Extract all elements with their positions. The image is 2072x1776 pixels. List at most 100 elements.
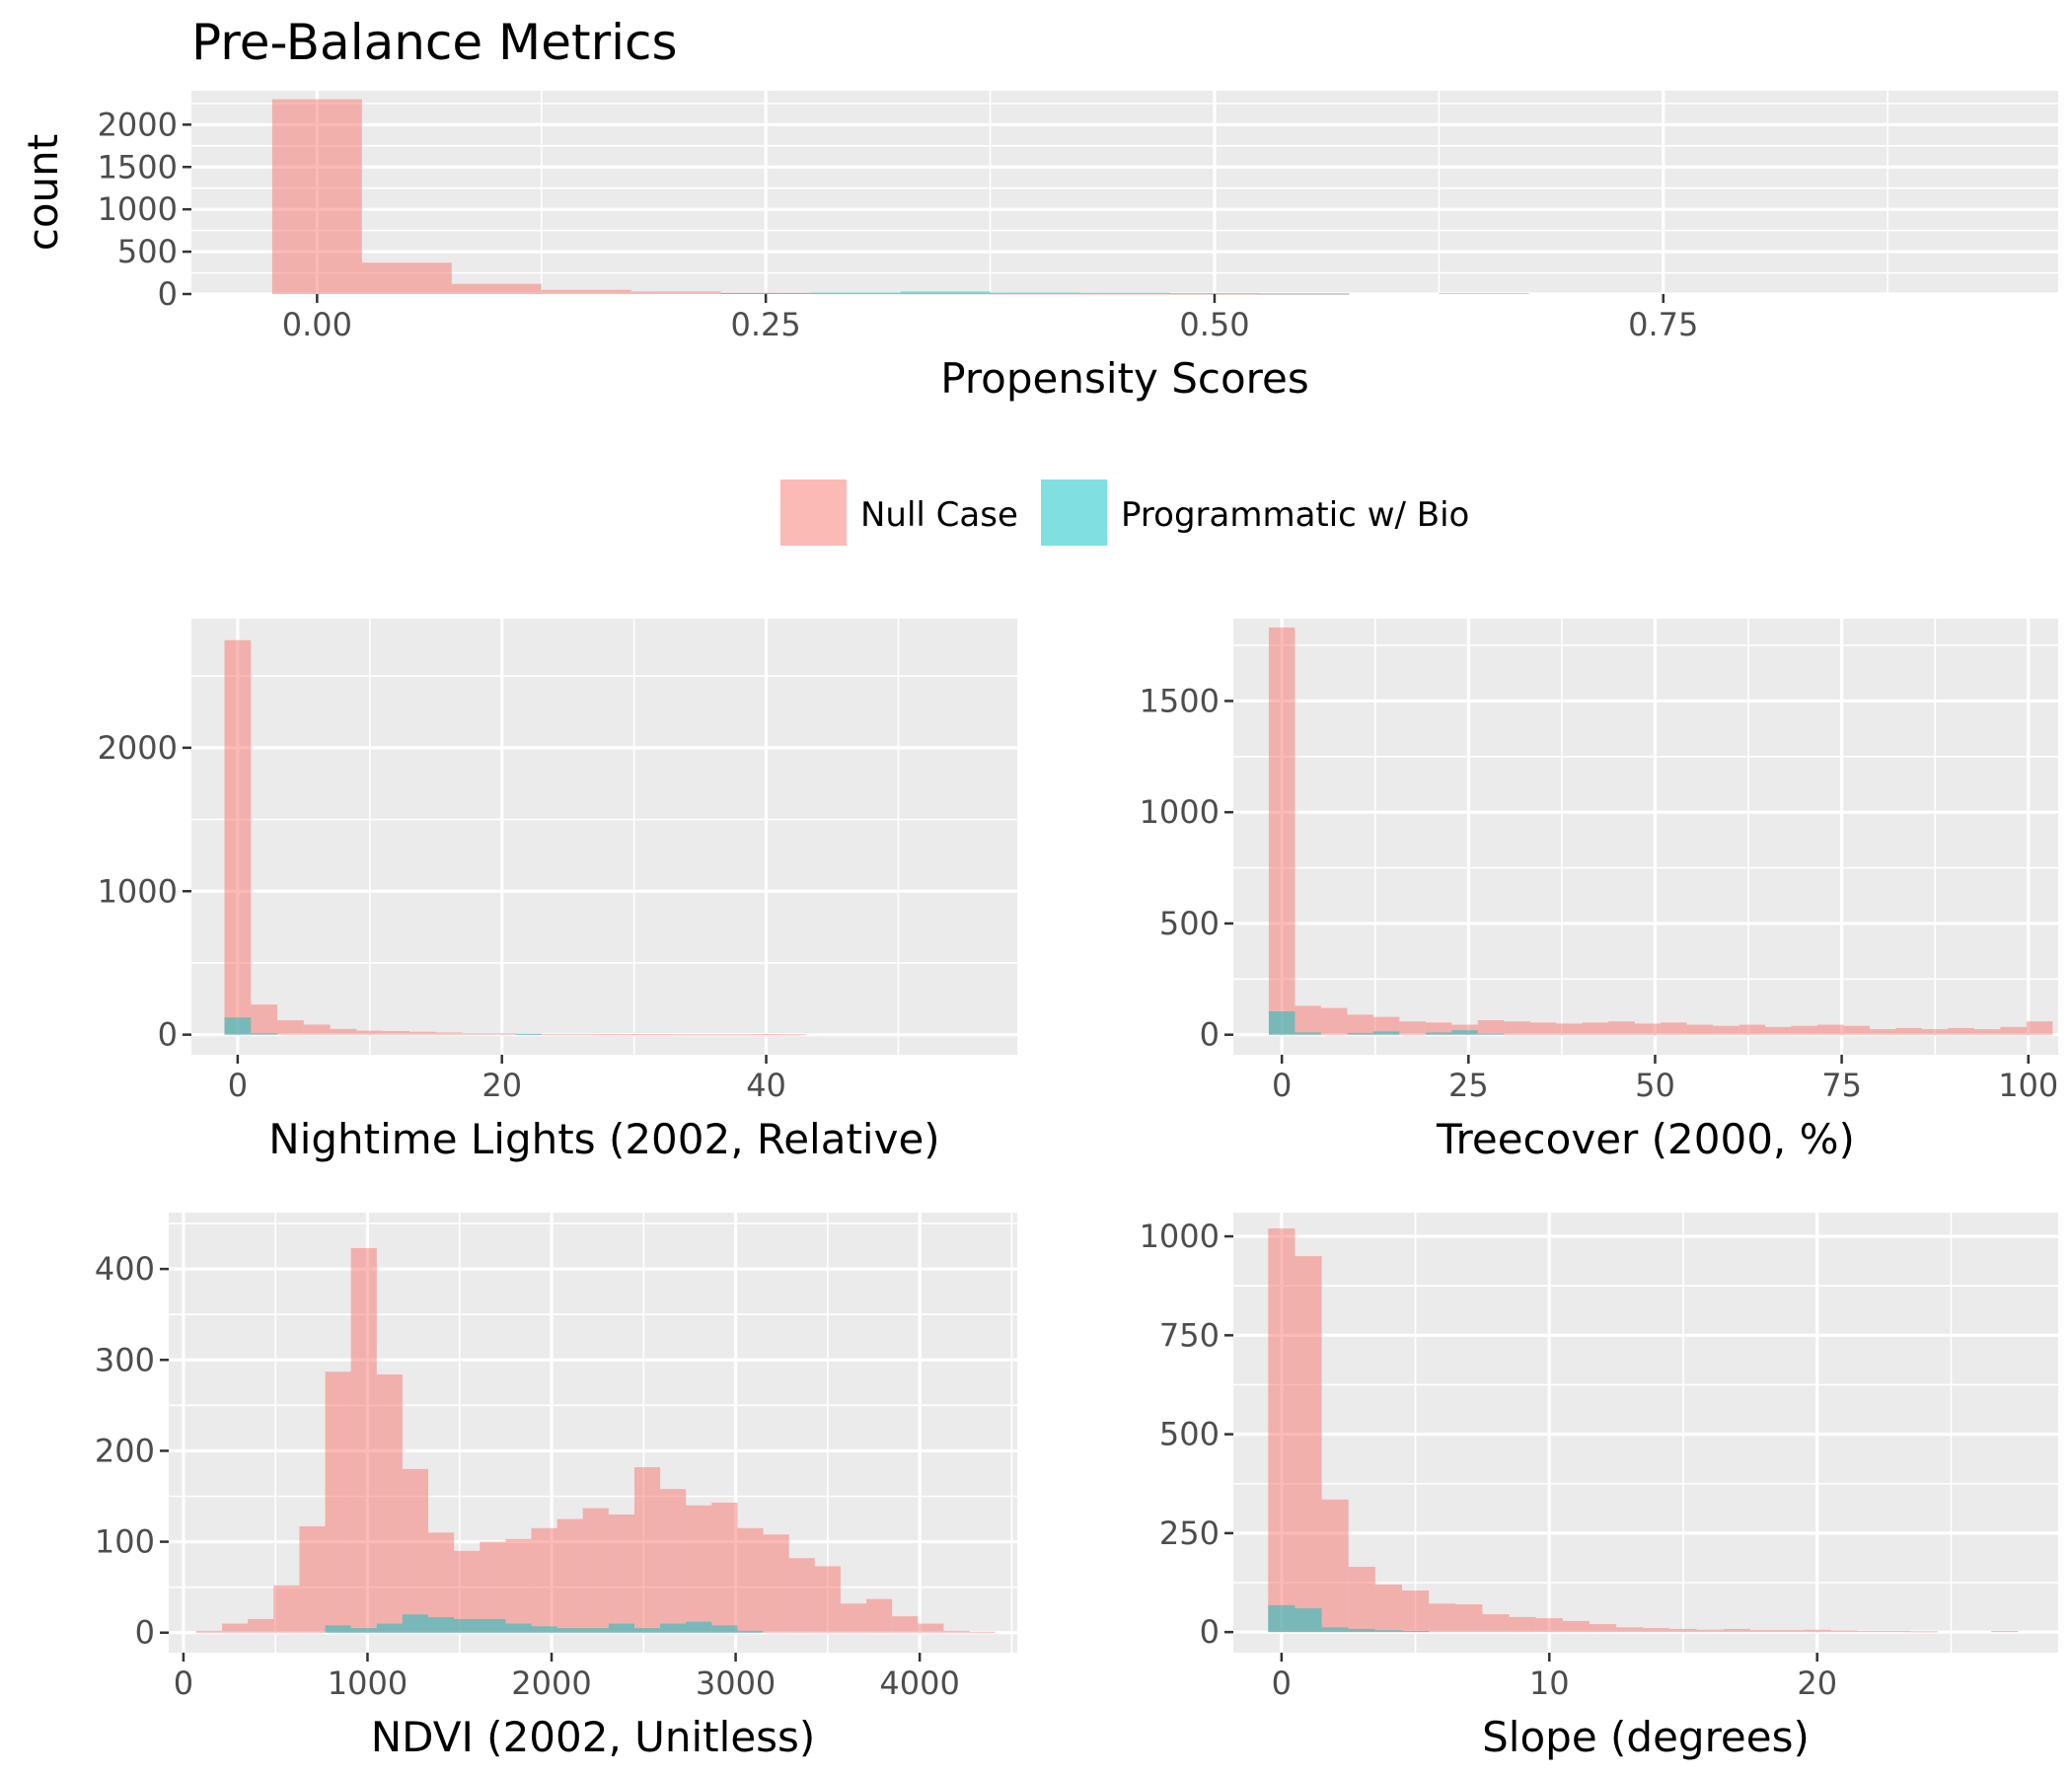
histogram-bar-null-case <box>1857 1630 1885 1633</box>
histogram-bar-null-case <box>1374 1585 1402 1633</box>
histogram-bar-null-case <box>556 1518 583 1633</box>
histogram-bar-null-case <box>918 1623 944 1633</box>
histogram-bar-null-case <box>1482 1614 1510 1633</box>
histogram-bar-null-case <box>1079 293 1170 295</box>
histogram-bar-null-case <box>428 1532 455 1633</box>
histogram-bar-null-case <box>1504 1021 1530 1035</box>
histogram-bar-null-case <box>273 1585 300 1633</box>
histogram-bar-null-case <box>633 1467 661 1633</box>
y-tick-label: 2000 <box>98 729 178 767</box>
histogram-bar-null-case <box>356 1030 384 1035</box>
y-tick-label: 1000 <box>98 190 178 228</box>
histogram-bar-null-case <box>1749 1630 1777 1633</box>
y-axis-title: count <box>19 134 67 252</box>
y-tick-label: 2000 <box>98 106 178 143</box>
histogram-bar-null-case <box>969 1631 996 1633</box>
histogram-bar-null-case <box>1804 1629 1831 1633</box>
histogram-bar-null-case <box>299 1525 326 1633</box>
x-tick-label: 50 <box>1635 1067 1675 1104</box>
histogram-bar-programmatic <box>608 1623 634 1633</box>
histogram-bar-null-case <box>1295 1005 1321 1035</box>
page-title: Pre-Balance Metrics <box>191 14 678 71</box>
histogram-bar-null-case <box>1402 1591 1430 1633</box>
histogram-bar-null-case <box>462 1033 489 1035</box>
histogram-bar-programmatic <box>1295 1608 1322 1633</box>
histogram-bar-null-case <box>383 1031 409 1035</box>
histogram-bar-programmatic <box>1372 1031 1400 1035</box>
histogram-bar-null-case <box>621 1034 648 1036</box>
y-tick-label: 200 <box>95 1432 155 1469</box>
y-tick-label: 0 <box>135 1614 155 1652</box>
histogram-bar-null-case <box>1590 1624 1617 1633</box>
histogram-bar-null-case <box>673 1034 701 1036</box>
histogram-bar-null-case <box>325 1371 351 1633</box>
x-axis-title: NDVI (2002, Unitless) <box>371 1713 816 1761</box>
histogram-bar-null-case <box>1321 1499 1349 1633</box>
histogram-bar-null-case <box>763 1534 789 1633</box>
x-tick-label: 0 <box>228 1067 248 1104</box>
histogram-bar-null-case <box>1791 1025 1818 1035</box>
histogram-bar-null-case <box>248 1618 274 1633</box>
x-tick-label: 0.75 <box>1628 306 1698 343</box>
histogram-bar-programmatic <box>686 1621 712 1633</box>
histogram-bar-programmatic <box>990 292 1080 294</box>
histogram-bar-null-case <box>1973 1029 2001 1035</box>
histogram-bar-null-case <box>251 1004 278 1035</box>
histogram-bar-null-case <box>277 1020 304 1035</box>
histogram-bar-null-case <box>1713 1025 1739 1035</box>
x-axis-title: Treecover (2000, %) <box>1436 1115 1855 1163</box>
x-tick-label: 0 <box>1272 1665 1292 1702</box>
histogram-bar-null-case <box>582 1508 609 1633</box>
histogram-bar-null-case <box>726 1034 754 1036</box>
histogram-bar-null-case <box>376 1374 403 1633</box>
histogram-bar-null-case <box>1509 1616 1536 1633</box>
histogram-bar-null-case <box>840 1603 867 1633</box>
histogram-bar-null-case <box>361 262 452 294</box>
x-tick-label: 75 <box>1821 1067 1862 1104</box>
legend: Null Case Programmatic w/ Bio <box>780 480 1469 546</box>
histogram-bar-null-case <box>505 1538 532 1633</box>
y-tick-label: 1000 <box>1140 1218 1220 1255</box>
histogram-bar-null-case <box>866 1598 893 1633</box>
histogram-bar-programmatic <box>515 1033 542 1035</box>
histogram-bar-programmatic <box>1477 1033 1505 1035</box>
histogram-bar-null-case <box>1372 1016 1400 1035</box>
y-tick-label: 1000 <box>1140 793 1220 831</box>
histogram-bar-null-case <box>1347 1014 1373 1035</box>
legend-swatch-programmatic <box>1041 480 1107 546</box>
histogram-bar-null-case <box>1425 1022 1452 1035</box>
histogram-bar-programmatic <box>1321 1627 1349 1633</box>
y-tick-label: 1500 <box>98 148 178 185</box>
histogram-bar-programmatic <box>251 1033 278 1035</box>
x-tick-label: 20 <box>1797 1665 1837 1702</box>
x-tick-label: 3000 <box>696 1665 776 1702</box>
panel-background <box>1233 619 2058 1055</box>
histogram-bar-null-case <box>1869 1029 1896 1035</box>
histogram-bar-null-case <box>647 1034 674 1036</box>
histogram-bar-null-case <box>1643 1628 1670 1633</box>
histogram-bar-null-case <box>567 1033 595 1035</box>
legend-label-programmatic: Programmatic w/ Bio <box>1121 495 1469 535</box>
y-tick-label: 0 <box>158 1016 178 1054</box>
histogram-bar-null-case <box>1634 1023 1662 1035</box>
y-tick-label: 750 <box>1159 1316 1220 1354</box>
histogram-bar-null-case <box>1910 1631 1938 1633</box>
histogram-bar-null-case <box>1817 1024 1844 1035</box>
histogram-bar-null-case <box>778 1034 806 1036</box>
histogram-bar-programmatic <box>1425 1032 1452 1035</box>
x-axis-title: Nightime Lights (2002, Relative) <box>268 1115 939 1163</box>
x-tick-label: 40 <box>746 1067 786 1104</box>
histogram-bar-null-case <box>788 1558 815 1633</box>
histogram-bar-null-case <box>1843 1025 1870 1035</box>
histogram-bar-null-case <box>1562 1620 1590 1633</box>
histogram-bar-null-case <box>224 639 252 1035</box>
histogram-bar-null-case <box>451 283 542 294</box>
histogram-bar-programmatic <box>1374 1630 1402 1633</box>
histogram-bar-programmatic <box>582 1628 609 1633</box>
histogram-bar-null-case <box>541 1033 568 1035</box>
histogram-bar-programmatic <box>1079 292 1170 294</box>
x-tick-label: 20 <box>481 1067 522 1104</box>
histogram-bar-null-case <box>480 1541 506 1633</box>
x-tick-label: 0 <box>1272 1067 1292 1104</box>
histogram-bar-null-case <box>1439 292 1529 294</box>
